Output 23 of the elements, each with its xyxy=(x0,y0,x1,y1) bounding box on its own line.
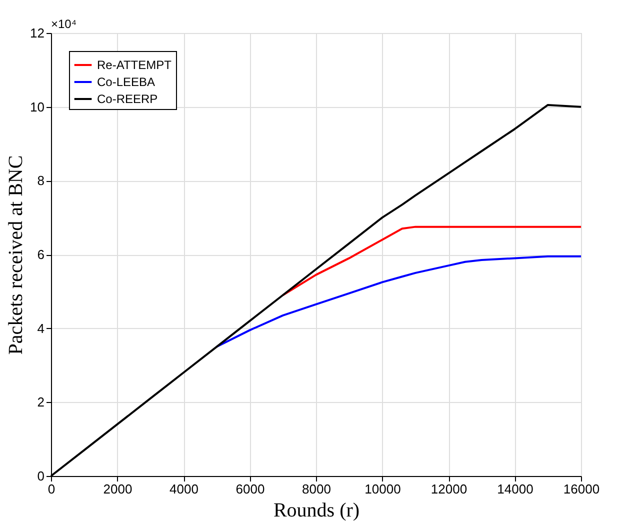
x-tick-label: 2000 xyxy=(103,482,132,496)
x-axis-title: Rounds (r) xyxy=(273,500,360,522)
y-tick-label: 2 xyxy=(37,394,44,410)
x-tick-label: 14000 xyxy=(497,482,534,496)
line-series xyxy=(216,255,582,348)
x-tick-label: 0 xyxy=(48,482,56,496)
legend-label: Co-REERP xyxy=(97,92,158,106)
y-tick-label: 12 xyxy=(30,26,44,40)
x-tick-label: 16000 xyxy=(563,482,600,496)
legend-label: Re-ATTEMPT xyxy=(97,58,172,72)
x-tick-label: 4000 xyxy=(170,482,198,496)
y-tick-label: 8 xyxy=(37,173,44,188)
y-tick-label: 0 xyxy=(37,468,44,484)
y-axis-title: Packets received at BNC xyxy=(5,155,28,355)
y-tick-label: 6 xyxy=(37,247,44,262)
y-tick-label: 10 xyxy=(30,99,44,114)
legend-label: Co-LEEBA xyxy=(97,75,156,89)
text: ×10⁴ xyxy=(51,17,77,31)
x-tick-label: 12000 xyxy=(430,482,468,496)
y-tick-label: 4 xyxy=(37,320,44,336)
x-tick-label: 6000 xyxy=(236,482,265,496)
x-tick-label: 10000 xyxy=(364,482,401,496)
x-tick-label: 8000 xyxy=(302,482,331,496)
